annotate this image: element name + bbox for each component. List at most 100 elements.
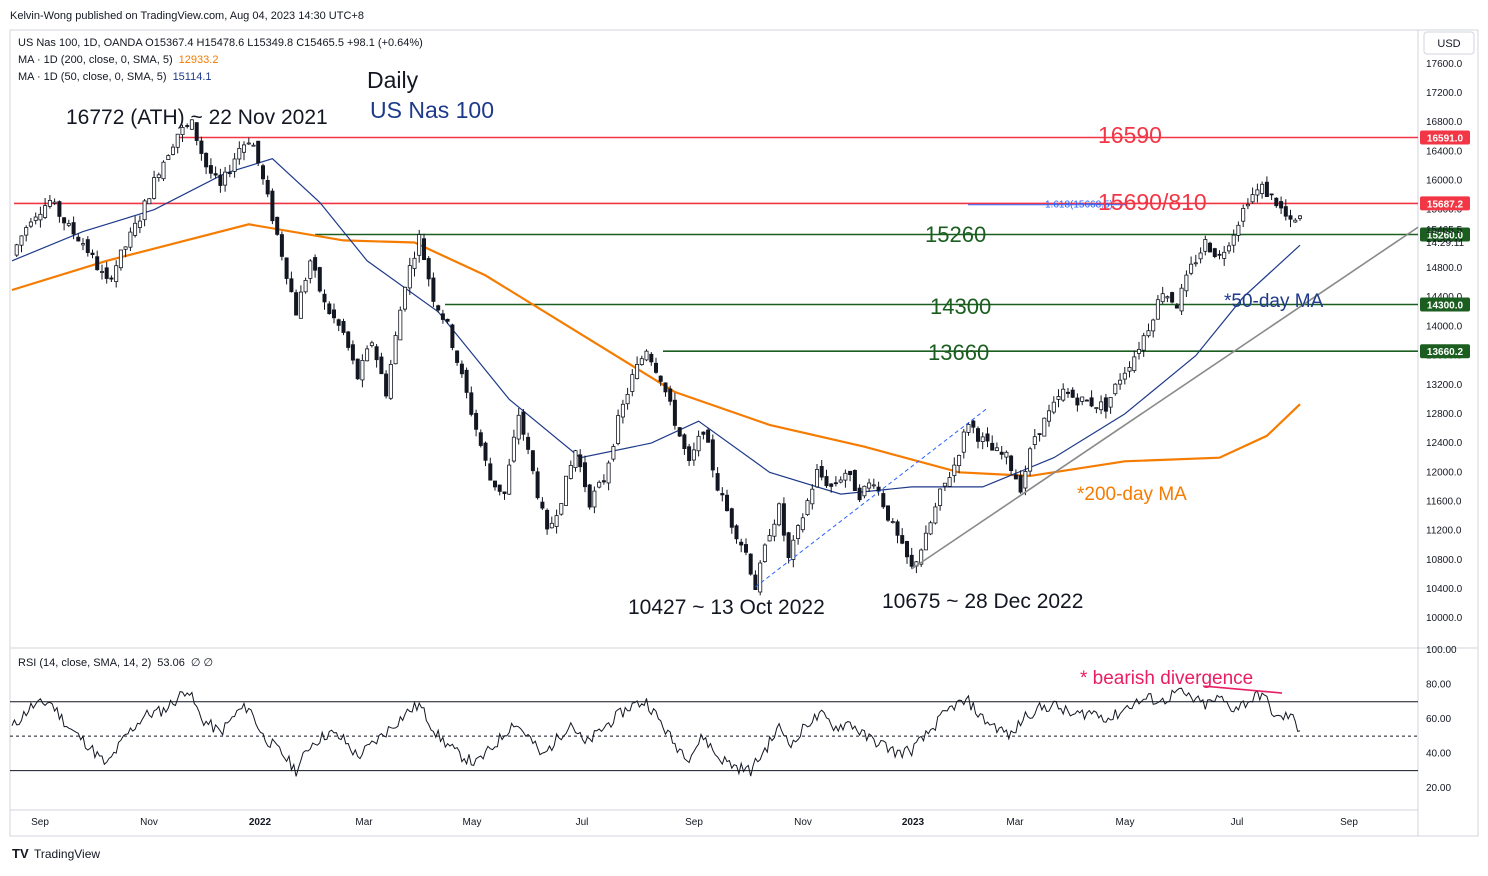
candle-body <box>350 344 355 361</box>
candle-body <box>999 451 1004 455</box>
candle-body <box>606 462 611 484</box>
candle-body <box>1066 391 1071 394</box>
candle-body <box>620 403 625 418</box>
chart-subtitle: US Nas 100 <box>370 97 494 123</box>
candle-body <box>881 493 886 508</box>
candle-body <box>511 436 516 462</box>
candle-body <box>227 172 232 175</box>
candle-body <box>118 249 123 269</box>
candle-body <box>14 244 19 256</box>
candle-body <box>223 171 228 186</box>
candle-body <box>933 506 938 524</box>
candle-body <box>199 140 204 154</box>
candle-body <box>1108 396 1113 408</box>
price-tick-label: 11200.0 <box>1426 526 1462 537</box>
candle-body <box>905 541 910 558</box>
time-tick-label: Sep <box>685 817 703 828</box>
candle-body <box>994 447 999 451</box>
candle-body <box>545 509 550 530</box>
candle-body <box>450 324 455 348</box>
candle-body <box>919 549 924 565</box>
candle-body <box>639 358 644 366</box>
candle-body <box>815 469 820 488</box>
candle-body <box>279 234 284 257</box>
candle-body <box>294 292 299 316</box>
candle-body <box>109 277 114 280</box>
candle-body <box>464 369 469 393</box>
candle-body <box>393 335 398 365</box>
price-tick-label: 13200.0 <box>1426 380 1463 391</box>
candle-body <box>431 277 436 302</box>
candle-body <box>635 363 640 379</box>
candle-body <box>966 423 971 433</box>
candle-body <box>440 313 445 320</box>
candle-body <box>270 190 275 222</box>
candle-body <box>331 309 336 319</box>
candle-body <box>95 256 100 271</box>
candle-body <box>900 535 905 544</box>
candle-body <box>114 265 119 283</box>
candle-body <box>578 454 583 468</box>
ma200-legend-label: MA · 1D (200, close, 0, SMA, 5) <box>18 54 173 66</box>
level-label-16590: 16590 <box>1098 122 1162 148</box>
candle-body <box>1013 474 1018 480</box>
candle-body <box>701 431 706 435</box>
price-tag-bg <box>1420 344 1470 359</box>
candle-body <box>616 415 621 445</box>
rsi-tick-label: 40.00 <box>1426 748 1451 759</box>
price-tag-bg <box>1420 227 1470 242</box>
candle-body <box>1132 356 1137 371</box>
candle-body <box>355 358 360 380</box>
candle-body <box>412 257 417 269</box>
candle-body <box>100 271 105 273</box>
candle-body <box>938 488 943 507</box>
candle-body <box>379 356 384 375</box>
candle-body <box>961 431 966 453</box>
candle-body <box>957 454 962 466</box>
candle-body <box>28 221 33 227</box>
candle-body <box>104 267 109 279</box>
candle-body <box>492 480 497 488</box>
candle-body <box>1241 207 1246 222</box>
candle-body <box>189 119 194 130</box>
candle-body <box>559 503 564 515</box>
uptrend-line <box>911 226 1419 570</box>
tradingview-logo[interactable]: TV TradingView <box>12 846 100 861</box>
level-label-14300: 14300 <box>930 294 991 319</box>
candle-body <box>744 544 749 553</box>
candle-body <box>246 142 251 145</box>
rsi-legend: RSI (14, close, SMA, 14, 2) 53.06 ∅ ∅ <box>18 657 213 669</box>
candle-body <box>38 213 43 221</box>
candle-body <box>1179 287 1184 312</box>
ma200-legend-value: 12933.2 <box>179 54 219 66</box>
candle-body <box>62 217 67 224</box>
candle-body <box>1269 193 1274 196</box>
candle-body <box>1165 296 1170 299</box>
time-tick-label: Jul <box>576 817 589 828</box>
candle-body <box>687 446 692 462</box>
candle-body <box>535 471 540 499</box>
candles <box>14 119 1303 596</box>
candle-body <box>1099 401 1104 411</box>
candle-body <box>1094 407 1099 410</box>
candle-body <box>142 200 147 221</box>
candle-body <box>824 476 829 487</box>
price-tick-label: 16800.0 <box>1426 117 1463 128</box>
time-tick-label: Mar <box>1006 817 1024 828</box>
currency-button[interactable]: USD <box>1423 31 1475 55</box>
candle-body <box>805 500 810 516</box>
candle-body <box>204 152 209 168</box>
candle-body <box>772 523 777 537</box>
candle-body <box>852 469 857 491</box>
candle-body <box>583 462 588 488</box>
candle-body <box>691 449 696 461</box>
candle-body <box>1193 262 1198 265</box>
rsi-bands <box>10 701 1418 772</box>
candle-body <box>436 305 441 311</box>
candle-body <box>327 303 332 314</box>
candle-body <box>175 133 180 148</box>
candle-body <box>33 216 38 221</box>
bearish-divergence-label: * bearish divergence <box>1080 668 1253 689</box>
candle-body <box>1198 252 1203 260</box>
